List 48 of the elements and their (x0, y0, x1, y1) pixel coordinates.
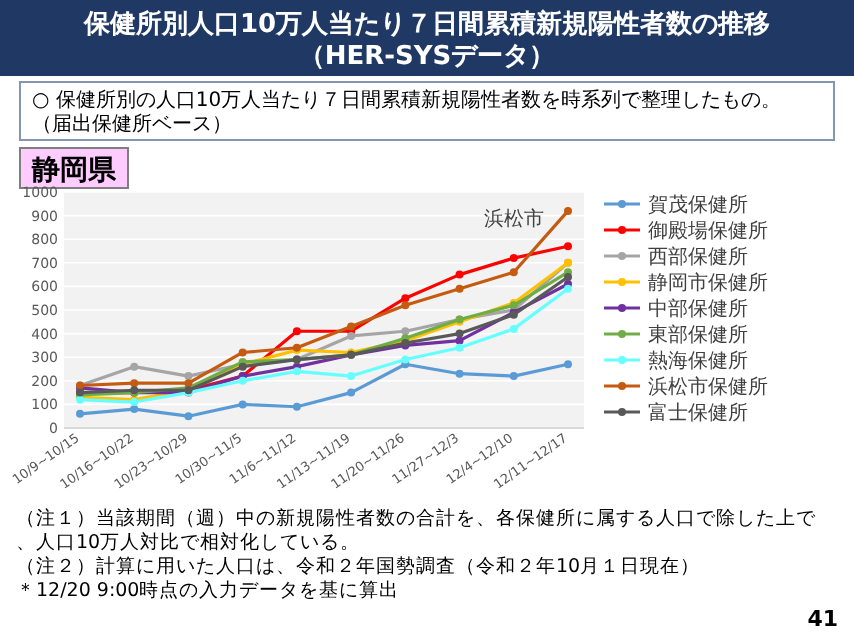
point (238, 348, 247, 357)
legend-label: 中部保健所 (648, 297, 748, 321)
point (401, 301, 410, 310)
text: （注１）当該期間（週）中の新規陽性者数の合計を、各保健所に属する人口で除した上で、人口10万人対比で相対化している。 (16, 506, 818, 554)
text: ＊12/20 9:00時点の入力データを基に算出 (16, 578, 400, 602)
point (292, 327, 301, 336)
point (455, 369, 464, 378)
text: （注２）計算に用いた人口は、令和２年国勢調査（令和２年10月１日現在） (16, 554, 701, 578)
annotation: 浜松市 (483, 207, 544, 232)
point (564, 360, 572, 369)
point (238, 400, 247, 409)
point (455, 343, 464, 352)
legend-label: 賀茂保健所 (648, 193, 748, 217)
point (509, 254, 518, 263)
point (455, 329, 464, 338)
legend-label: 東部保健所 (648, 323, 748, 347)
point (401, 294, 410, 303)
legend-label: 御殿場保健所 (648, 219, 768, 243)
legend-label: 熱海保健所 (648, 349, 748, 373)
point (347, 322, 356, 331)
point (455, 270, 464, 279)
point (76, 409, 84, 418)
point (401, 327, 410, 336)
point (564, 206, 572, 215)
point (564, 242, 572, 251)
point (184, 412, 193, 421)
legend-label: 西部保健所 (648, 245, 748, 269)
chart-title: 保健所別人口10万人当たり７日間累積新規陽性者数の推移（HER-SYSデータ） (81, 8, 771, 72)
point (347, 388, 356, 397)
legend-label: 浜松市保健所 (648, 375, 768, 399)
point (292, 402, 301, 411)
point (130, 362, 139, 371)
point (347, 372, 356, 381)
chart-subtitle: ○ 保健所別の人口10万人当たり７日間累積新規陽性者数を時系列で整理したもの。（届出保健所ベース） (32, 88, 782, 136)
point (455, 284, 464, 293)
legend-label: 静岡市保健所 (648, 271, 768, 295)
point (292, 367, 301, 376)
point (509, 324, 518, 333)
point (130, 379, 139, 388)
point (401, 355, 410, 364)
text: 静岡県 (30, 155, 118, 187)
point (455, 336, 464, 345)
legend-label: 富士保健所 (648, 401, 748, 425)
point (184, 372, 193, 381)
point (509, 268, 518, 277)
point (130, 405, 139, 414)
point (509, 372, 518, 381)
text: 41 (807, 606, 838, 632)
